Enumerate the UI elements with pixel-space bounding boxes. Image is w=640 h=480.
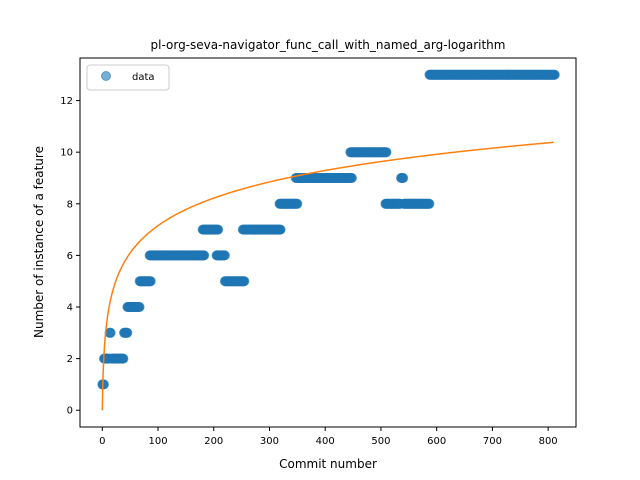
data-point xyxy=(105,327,116,338)
data-point xyxy=(549,69,560,80)
legend: data xyxy=(86,64,170,91)
data-point xyxy=(134,302,145,313)
y-tick-label: 10 xyxy=(60,148,73,159)
x-tick-label: 300 xyxy=(260,436,279,447)
y-axis: 0 2 4 6 8 10 12 xyxy=(60,96,80,417)
data-point xyxy=(145,276,156,287)
x-tick-label: 100 xyxy=(148,436,167,447)
x-tick-label: 400 xyxy=(316,436,335,447)
x-tick-label: 800 xyxy=(539,436,558,447)
x-tick-label: 600 xyxy=(427,436,446,447)
y-tick-label: 8 xyxy=(67,199,73,210)
x-tick-label: 700 xyxy=(483,436,502,447)
data-point xyxy=(398,172,409,183)
y-tick-label: 6 xyxy=(67,251,73,262)
x-axis: 0 100 200 300 400 500 600 700 800 xyxy=(99,427,558,447)
data-point xyxy=(346,172,357,183)
y-axis-label: Number of instance of a feature xyxy=(32,146,46,338)
fit-line xyxy=(101,141,554,411)
y-tick-label: 0 xyxy=(67,406,73,417)
x-axis-label: Commit number xyxy=(279,457,377,471)
data-point xyxy=(118,353,129,364)
fit-layer xyxy=(101,141,554,411)
y-tick-label: 2 xyxy=(67,354,73,365)
data-point xyxy=(122,327,133,338)
y-tick-label: 4 xyxy=(67,303,73,314)
data-point xyxy=(98,379,109,390)
data-point xyxy=(199,250,210,261)
x-tick-label: 0 xyxy=(99,436,105,447)
chart-title: pl-org-seva-navigator_func_call_with_nam… xyxy=(151,38,506,52)
legend-label-data: data xyxy=(132,72,155,83)
data-point xyxy=(275,224,286,235)
plot-frame xyxy=(79,57,577,428)
data-point xyxy=(424,198,435,209)
y-tick-label: 12 xyxy=(60,96,73,107)
legend-marker-data xyxy=(101,71,111,81)
data-point xyxy=(239,276,250,287)
data-layer xyxy=(97,69,560,390)
data-point xyxy=(292,198,303,209)
legend-box xyxy=(86,64,170,91)
data-point xyxy=(381,147,392,158)
x-tick-label: 500 xyxy=(371,436,390,447)
x-tick-label: 200 xyxy=(204,436,223,447)
data-point xyxy=(219,250,230,261)
data-point xyxy=(213,224,224,235)
